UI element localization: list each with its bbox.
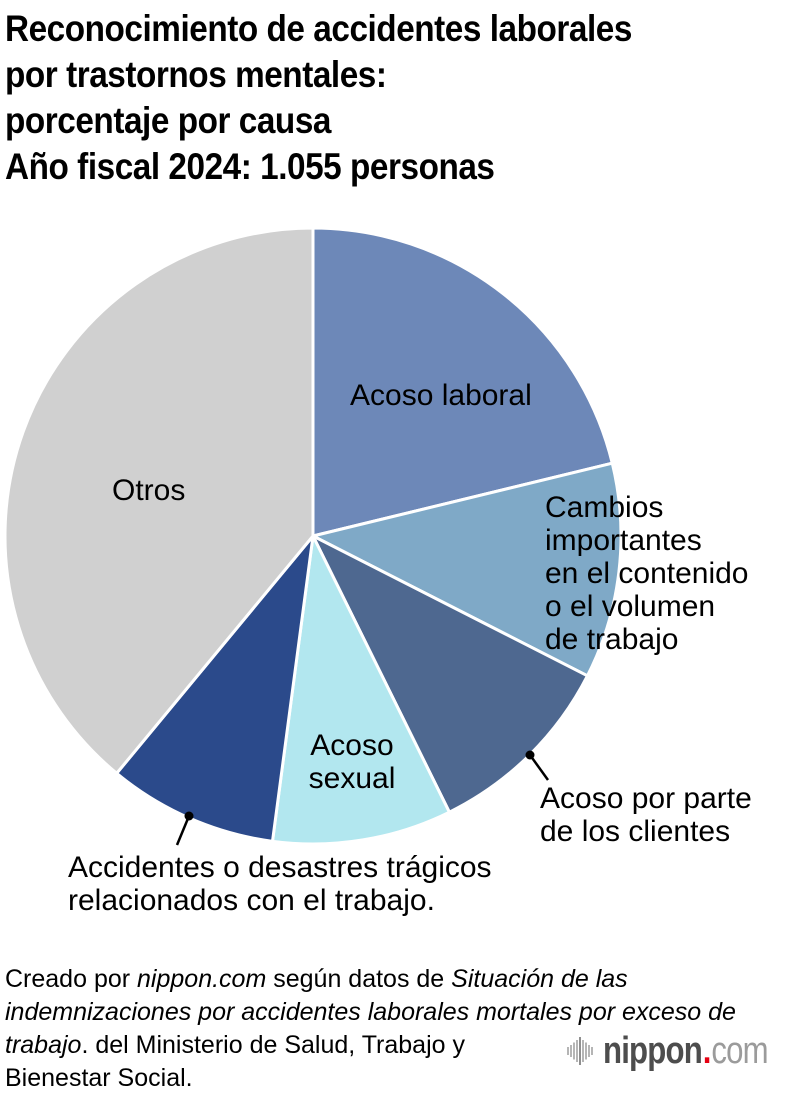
pie-slice-otros: [3, 226, 315, 775]
leader-accidentes: [175, 811, 194, 846]
pie-slice-cambios: [311, 461, 623, 678]
logo-dot: .: [702, 1029, 712, 1072]
slice-label-line: Acoso por parte: [540, 782, 752, 815]
slice-label-line: sexual: [308, 762, 396, 795]
chart-title: Reconocimiento de accidentes laborales p…: [5, 6, 797, 190]
slice-label-line: Otros: [112, 474, 186, 507]
slice-label-line: Acoso laboral: [350, 379, 532, 412]
title-line: porcentaje por causa: [5, 100, 331, 141]
slice-label-line: Cambios: [545, 491, 664, 524]
slice-label-clientes: Acoso por parte de los clientes: [540, 782, 752, 848]
title-line: por trastornos mentales:: [5, 54, 387, 95]
slice-label-line: relacionados con el trabajo.: [68, 884, 435, 917]
slice-label-line: de trabajo: [545, 623, 679, 656]
slice-label-otros: Otros: [112, 474, 185, 507]
slice-label-line: o el volumen: [545, 590, 716, 623]
slice-label-cambios: Cambios importantes en el contenido o el…: [545, 491, 749, 656]
nippon-logo: nippon. com: [566, 1029, 800, 1073]
leader-clientes: [525, 750, 550, 781]
footer-line: indemnizaciones por accidentes laborales…: [5, 998, 736, 1026]
footer-line: trabajo. del Ministerio de Salud, Trabaj…: [5, 1031, 465, 1059]
slice-label-line: de los clientes: [540, 815, 731, 848]
logo-tld: com: [711, 1029, 768, 1072]
leader-line-clientes: [528, 754, 550, 781]
slice-label-accidentes: Accidentes o desastres trágicos relacion…: [68, 851, 492, 917]
title-line: Año fiscal 2024: 1.055 personas: [5, 146, 495, 187]
pie-slice-acoso-laboral: [311, 226, 614, 538]
footer-line: Creado por nippon.com según datos de Sit…: [5, 965, 628, 993]
logo-brand: nippon: [603, 1029, 703, 1072]
logo-wordmark: nippon. com: [603, 1029, 769, 1073]
slice-label-line: en el contenido: [545, 557, 749, 590]
pie-slices: [3, 226, 623, 846]
leader-line-accidentes: [175, 815, 191, 846]
pie-slice-acoso-sexual: [270, 534, 451, 846]
slice-label-line: importantes: [545, 524, 702, 557]
slice-label-line: Accidentes o desastres trágicos: [68, 851, 492, 884]
slice-label-line: Acoso: [310, 729, 394, 762]
slice-label-acoso-laboral: Acoso laboral: [350, 379, 532, 412]
title-line: Reconocimiento de accidentes laborales: [5, 8, 632, 49]
source-note: Creado por nippon.com según datos de Sit…: [5, 963, 795, 1095]
soundwave-icon: [567, 1037, 593, 1065]
slice-label-acoso-sexual: Acoso sexual: [287, 729, 417, 795]
